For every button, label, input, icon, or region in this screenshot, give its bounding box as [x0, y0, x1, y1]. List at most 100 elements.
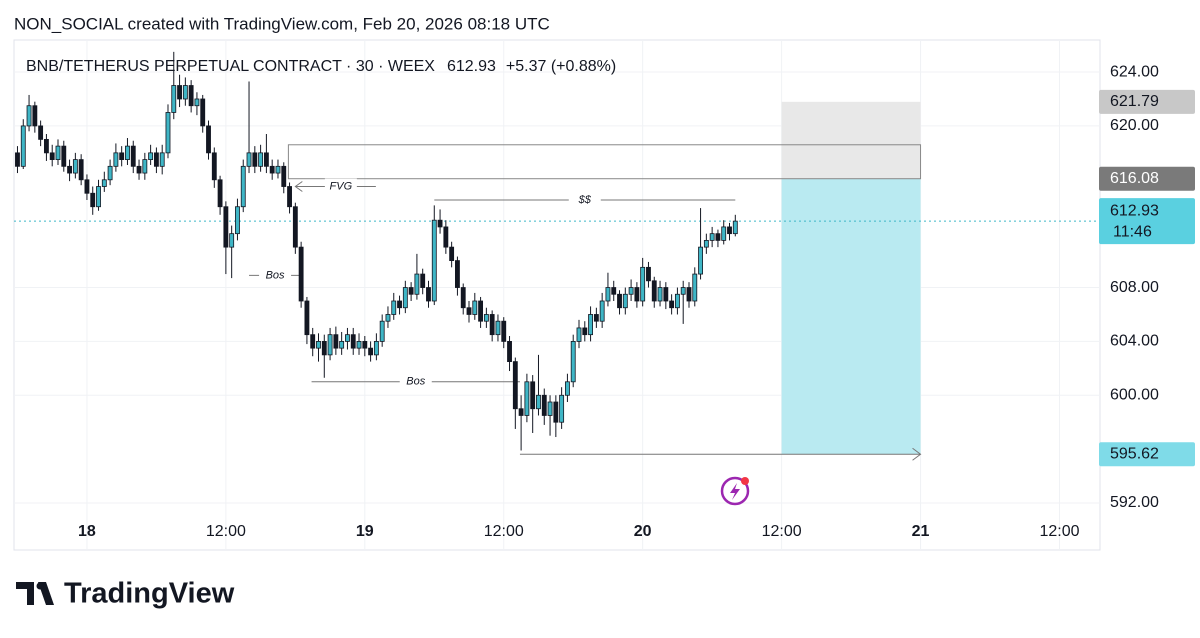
- candle-body: [350, 334, 356, 349]
- candle-body: [732, 220, 738, 235]
- y-tick-label: 600.00: [1110, 386, 1159, 403]
- candle-body: [646, 266, 651, 282]
- candle-body: [466, 307, 472, 315]
- candle-body: [431, 219, 437, 302]
- candle-body: [599, 300, 605, 322]
- candle-body: [72, 159, 78, 174]
- candle-body: [136, 165, 142, 174]
- candle-body: [391, 300, 397, 315]
- candle-body: [547, 401, 553, 416]
- candle-body: [321, 341, 327, 356]
- candle-body: [38, 125, 44, 140]
- candle-body: [107, 165, 113, 181]
- candle-body: [564, 381, 570, 396]
- y-tick-label: 604.00: [1110, 333, 1159, 350]
- candle-body: [634, 287, 640, 302]
- candle-body: [287, 186, 292, 208]
- candle-body: [512, 361, 518, 410]
- annotation-bg: [259, 267, 292, 284]
- candle-body: [20, 125, 26, 167]
- candle-body: [292, 206, 298, 248]
- candle-body: [611, 287, 617, 295]
- candle-body: [15, 152, 20, 167]
- change: +5.37 (+0.88%): [506, 58, 616, 75]
- candle-body: [576, 327, 582, 342]
- candle-body: [385, 314, 391, 322]
- target-zone: [781, 178, 921, 455]
- target-label: 595.62: [1110, 445, 1159, 462]
- candle-body: [663, 287, 669, 302]
- x-tick-label: 18: [78, 523, 96, 540]
- candle-body: [125, 145, 130, 160]
- candle-body: [483, 314, 489, 322]
- candle-body: [559, 394, 565, 423]
- candle-body: [159, 152, 165, 167]
- candle-body: [727, 226, 732, 235]
- candle-body: [211, 152, 217, 181]
- annotation-bg: [324, 178, 357, 195]
- candle-body: [455, 260, 460, 288]
- candle-body: [258, 152, 264, 167]
- annotation-label: Bos: [266, 269, 285, 281]
- candle-body: [55, 145, 61, 160]
- x-tick-label: 12:00: [206, 523, 246, 540]
- candle-body: [379, 320, 385, 342]
- candle-body: [507, 341, 512, 363]
- candle-body: [182, 85, 188, 100]
- candle-body: [142, 159, 148, 174]
- x-tick-label: 12:00: [1039, 523, 1079, 540]
- candle-body: [78, 159, 84, 181]
- candle-body: [472, 300, 478, 315]
- candle-body: [96, 186, 101, 208]
- candle-body: [130, 145, 136, 167]
- candle-body: [90, 192, 96, 208]
- candle-body: [229, 233, 235, 248]
- candle-body: [217, 179, 223, 208]
- candle-body: [61, 145, 67, 167]
- stop-label: 621.79: [1110, 93, 1159, 110]
- candle-body: [582, 327, 588, 336]
- candle-body: [206, 125, 211, 154]
- candle-body: [235, 206, 240, 235]
- candle-body: [252, 152, 258, 167]
- entry-label-bg: [1099, 166, 1195, 191]
- candle-body: [622, 293, 628, 309]
- candle-body: [617, 293, 622, 309]
- candle-body: [414, 273, 420, 295]
- candle-body: [669, 300, 675, 309]
- candle-body: [524, 381, 530, 416]
- candle-body: [437, 219, 443, 228]
- candle-body: [165, 112, 171, 154]
- candle-body: [605, 287, 611, 302]
- symbol: BNB/TETHERUS PERPETUAL CONTRACT · 30 · W…: [26, 58, 435, 75]
- entry-label: 616.08: [1110, 170, 1159, 187]
- candle-body: [686, 287, 692, 302]
- candle-body: [304, 300, 310, 336]
- candle-body: [373, 341, 379, 356]
- candle-body: [628, 287, 634, 295]
- candle-body: [715, 233, 721, 241]
- candle-body: [674, 293, 680, 309]
- x-tick-label: 21: [912, 523, 930, 540]
- candle-body: [518, 408, 524, 416]
- candle-body: [721, 226, 727, 241]
- y-tick-label: 624.00: [1110, 63, 1159, 80]
- y-tick-label: 592.00: [1110, 494, 1159, 511]
- alert-icon: [720, 476, 750, 506]
- x-tick-label: 12:00: [484, 523, 524, 540]
- candle-body: [200, 98, 206, 127]
- candle-body: [32, 105, 38, 127]
- candle-body: [698, 246, 703, 275]
- candle-body: [298, 246, 304, 302]
- candle-body: [703, 239, 709, 248]
- candle-body: [263, 152, 269, 167]
- x-tick-label: 19: [356, 523, 374, 540]
- candle-body: [570, 341, 576, 383]
- candle-body: [194, 98, 200, 107]
- target-label-bg: [1099, 442, 1195, 467]
- candle-body: [101, 179, 107, 187]
- candle-body: [49, 152, 55, 160]
- candle-body: [588, 314, 594, 336]
- legend: BNB/TETHERUS PERPETUAL CONTRACT · 30 · W…: [26, 58, 616, 75]
